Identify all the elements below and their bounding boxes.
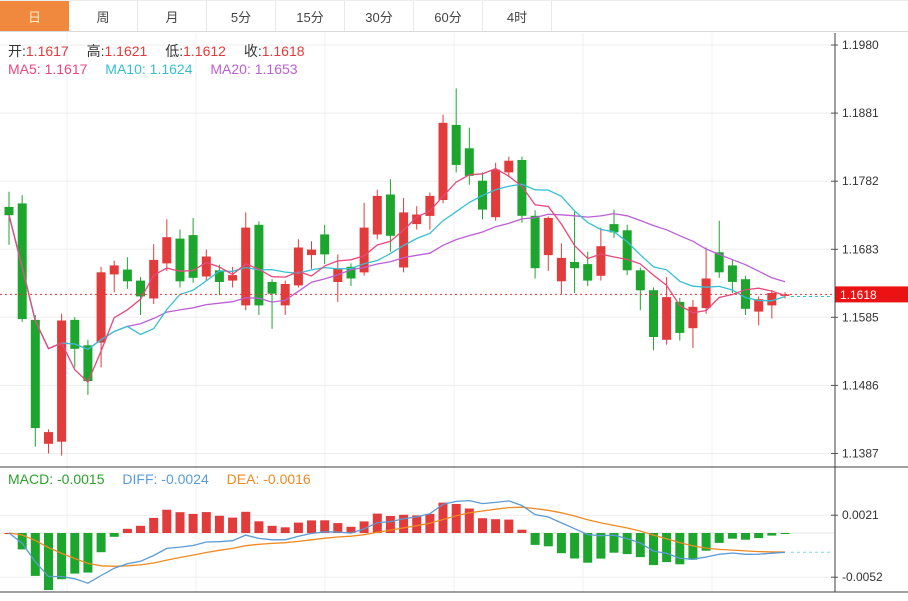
dea-line	[8, 506, 786, 567]
tab-month[interactable]: 月	[138, 1, 207, 31]
ma10-line	[8, 183, 786, 351]
svg-text:1.1387: 1.1387	[842, 447, 879, 461]
tab-15min[interactable]: 15分	[276, 1, 345, 31]
ma5-line	[8, 167, 786, 384]
svg-text:1.1881: 1.1881	[842, 106, 879, 120]
svg-text:0.0021: 0.0021	[842, 508, 879, 522]
diff-line	[8, 499, 786, 584]
tab-week[interactable]: 周	[69, 1, 138, 31]
tab-4hour[interactable]: 4时	[483, 1, 552, 31]
period-tabbar: 日 周 月 5分 15分 30分 60分 4时	[0, 0, 908, 32]
tab-day[interactable]: 日	[0, 1, 69, 31]
svg-text:1.1980: 1.1980	[842, 38, 879, 52]
svg-text:1.1683: 1.1683	[842, 242, 879, 256]
panel-borders	[0, 33, 908, 593]
svg-text:1.1618: 1.1618	[840, 288, 877, 302]
tab-60min[interactable]: 60分	[414, 1, 483, 31]
tab-30min[interactable]: 30分	[345, 1, 414, 31]
macd-axis-labels: 0.0021 -0.0052	[831, 508, 883, 584]
svg-text:1.1782: 1.1782	[842, 174, 879, 188]
current-price-badge: 1.1618	[835, 286, 908, 303]
svg-text:-0.0052: -0.0052	[842, 570, 883, 584]
candlestick-series	[4, 88, 790, 456]
svg-text:1.1585: 1.1585	[842, 310, 879, 324]
svg-text:1.1486: 1.1486	[842, 378, 879, 392]
grid-lines	[0, 33, 835, 592]
tab-5min[interactable]: 5分	[207, 1, 276, 31]
price-axis-labels: 1.1980 1.1881 1.1782 1.1683 1.1585 1.1486 1.13…	[831, 38, 879, 461]
ma20-line	[8, 212, 786, 351]
